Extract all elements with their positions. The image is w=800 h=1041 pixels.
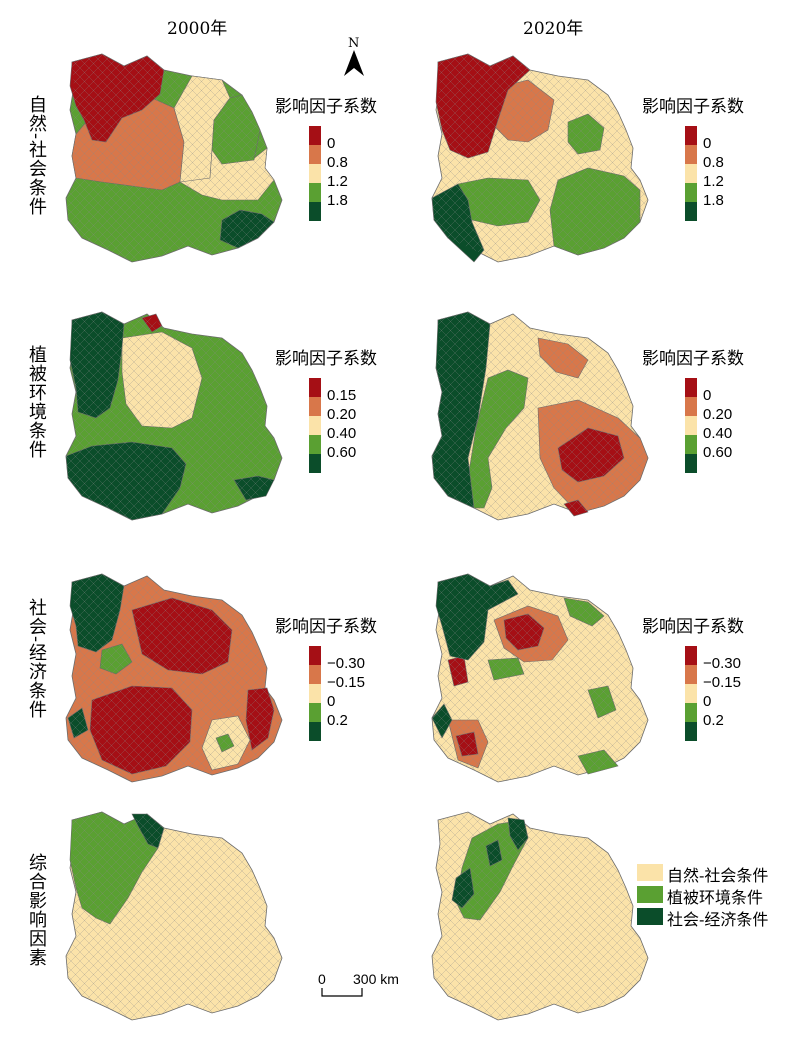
row-label-natural-social: 自然-社会条件 — [26, 95, 47, 217]
legend-tick: 1.2 — [327, 173, 348, 190]
legend-tick: 0 — [327, 693, 336, 710]
map-vegetation-2000 — [65, 311, 283, 521]
legend-tick: 1.8 — [703, 192, 724, 209]
legend-swatch — [685, 378, 697, 397]
row-label-socio-economic: 社会-经济条件 — [26, 598, 47, 720]
legend-swatch — [309, 435, 321, 454]
legend-title-natural-2000: 影响因子系数 — [275, 97, 377, 117]
legend-title-vegetation-2020: 影响因子系数 — [642, 349, 744, 369]
legend-title-vegetation-2000: 影响因子系数 — [275, 349, 377, 369]
legend-swatch — [685, 126, 697, 145]
column-title-2020: 2020年 — [523, 19, 584, 39]
legend-tick: −0.15 — [327, 674, 365, 691]
legend-label-vegetation: 植被环境条件 — [667, 888, 764, 907]
map-combined-2000 — [65, 811, 283, 1021]
legend-swatch-socio-economic — [637, 908, 663, 925]
legend-swatch — [309, 722, 321, 741]
map-vegetation-2020 — [431, 311, 649, 521]
legend-tick: 0.40 — [327, 425, 357, 442]
legend-swatch — [685, 646, 697, 665]
map-natural-social-2020 — [431, 53, 649, 263]
legend-tick: 0 — [327, 135, 336, 152]
legend-tick: 0.8 — [703, 154, 724, 171]
legend-tick: 0 — [703, 387, 712, 404]
legend-swatch — [685, 416, 697, 435]
legend-swatch — [309, 183, 321, 202]
legend-tick: 0.8 — [327, 154, 348, 171]
legend-tick: 1.8 — [327, 192, 348, 209]
legend-swatch — [309, 397, 321, 416]
north-arrow: N — [342, 36, 366, 78]
legend-tick: 0.15 — [327, 387, 357, 404]
row-label-vegetation: 植被环境条件 — [26, 345, 47, 459]
map-socio-economic-2000 — [65, 573, 283, 783]
legend-swatch — [685, 164, 697, 183]
north-arrow-icon — [344, 50, 364, 76]
legend-swatch — [309, 703, 321, 722]
scale-label: 300 km — [353, 971, 399, 987]
legend-swatch — [309, 378, 321, 397]
scale-bar-line — [321, 988, 363, 997]
legend-tick: −0.30 — [703, 655, 741, 672]
row-label-combined: 综合影响因素 — [26, 853, 47, 967]
legend-title-socio-2020: 影响因子系数 — [642, 617, 744, 637]
legend-label-natural-social: 自然-社会条件 — [667, 866, 769, 885]
map-socio-economic-2020 — [431, 573, 649, 783]
legend-tick: 0.2 — [327, 712, 348, 729]
legend-tick: 1.2 — [703, 173, 724, 190]
scale-zero: 0 — [318, 971, 326, 987]
column-title-2000: 2000年 — [167, 19, 228, 39]
north-label: N — [348, 36, 360, 51]
legend-tick: 0.2 — [703, 712, 724, 729]
legend-swatch-vegetation — [637, 886, 663, 903]
legend-tick: 0.20 — [703, 406, 733, 423]
legend-swatch — [685, 435, 697, 454]
legend-swatch — [309, 454, 321, 473]
legend-swatch — [685, 722, 697, 741]
legend-swatch — [309, 202, 321, 221]
legend-swatch — [685, 665, 697, 684]
legend-title-socio-2000: 影响因子系数 — [275, 617, 377, 637]
legend-tick: 0 — [703, 135, 712, 152]
legend-tick: 0.60 — [327, 444, 357, 461]
legend-tick: 0.60 — [703, 444, 733, 461]
legend-swatch — [309, 145, 321, 164]
legend-swatch — [309, 416, 321, 435]
legend-title-natural-2020: 影响因子系数 — [642, 97, 744, 117]
legend-swatch — [309, 684, 321, 703]
legend-tick: −0.30 — [327, 655, 365, 672]
legend-swatch — [309, 646, 321, 665]
legend-swatch — [685, 684, 697, 703]
legend-swatch — [309, 665, 321, 684]
legend-tick: −0.15 — [703, 674, 741, 691]
map-natural-social-2000 — [65, 53, 283, 263]
legend-tick: 0.20 — [327, 406, 357, 423]
legend-swatch — [685, 202, 697, 221]
legend-swatch — [685, 703, 697, 722]
legend-tick: 0 — [703, 693, 712, 710]
legend-swatch-natural-social — [637, 864, 663, 881]
map-combined-2020 — [431, 811, 649, 1021]
legend-swatch — [309, 126, 321, 145]
legend-swatch — [685, 145, 697, 164]
legend-swatch — [309, 164, 321, 183]
legend-label-socio-economic: 社会-经济条件 — [667, 910, 769, 929]
legend-swatch — [685, 397, 697, 416]
legend-swatch — [685, 183, 697, 202]
legend-tick: 0.40 — [703, 425, 733, 442]
legend-swatch — [685, 454, 697, 473]
